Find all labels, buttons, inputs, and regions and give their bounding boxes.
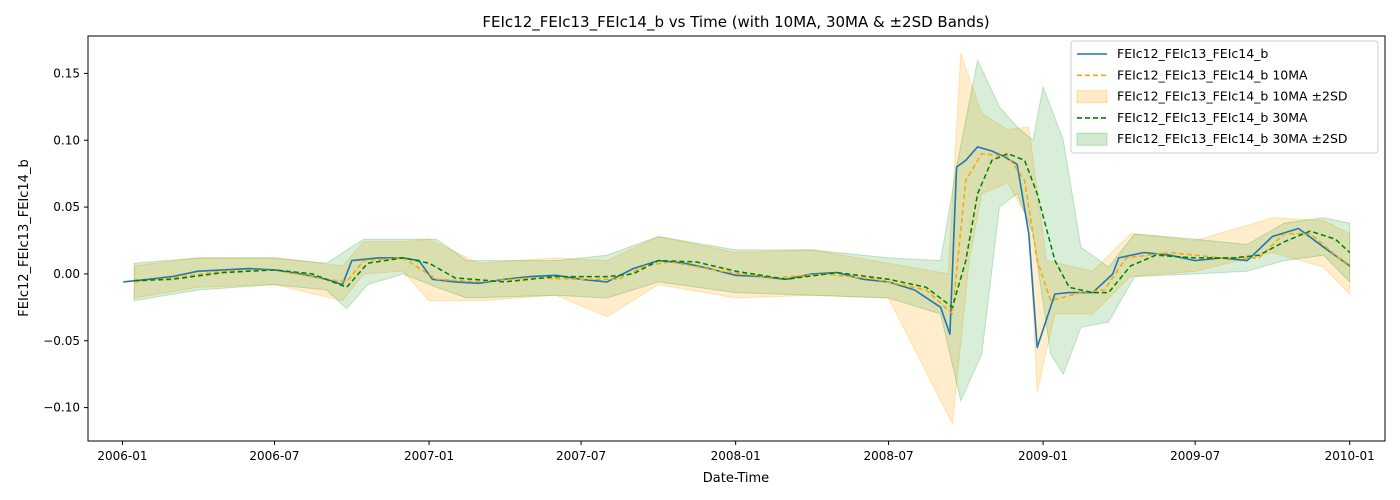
x-tick-label-6: 2009-01: [1018, 449, 1068, 463]
x-tick-label-0: 2006-01: [97, 449, 147, 463]
series-line-2: [134, 152, 1351, 309]
legend-box: [1070, 40, 1379, 154]
legend-swatch-2: [1076, 90, 1108, 104]
y-tick-label-1: −0.05: [43, 334, 80, 348]
y-tick-label-5: 0.15: [53, 66, 80, 80]
legend-label-1: FEIc12_FEIc13_FEIc14_b 10MA: [1117, 67, 1308, 82]
legend-swatch-4: [1076, 132, 1108, 146]
y-tick-label-0: −0.10: [43, 401, 80, 415]
legend: FEIc12_FEIc13_FEIc14_b FEIc12_FEIc13_FEIc…: [1070, 40, 1379, 154]
x-tick-label-1: 2006-07: [249, 449, 299, 463]
x-tick-label-7: 2009-07: [1170, 449, 1220, 463]
bands-layer: [133, 53, 1351, 426]
lines-layer: [123, 146, 1351, 349]
legend-label-3: FEIc12_FEIc13_FEIc14_b 30MA: [1117, 110, 1308, 125]
plot-frame: [87, 35, 1386, 442]
y-axis: −0.10 −0.05 0.00 0.05 0.10 0.15: [43, 66, 88, 415]
legend-label-4: FEIc12_FEIc13_FEIc14_b 30MA ±2SD: [1117, 131, 1348, 146]
y-tick-label-3: 0.05: [53, 200, 80, 214]
band-1: [133, 58, 1351, 403]
chart-title: FEIc12_FEIc13_FEIc14_b vs Time (with 10M…: [482, 13, 989, 32]
y-tick-label-4: 0.10: [53, 133, 80, 147]
y-tick-label-2: 0.00: [53, 267, 80, 281]
x-tick-label-3: 2007-07: [556, 449, 606, 463]
x-tick-label-5: 2008-07: [863, 449, 913, 463]
x-tick-label-4: 2008-01: [711, 449, 761, 463]
y-axis-label: FEIc12_FEIc13_FEIc14_b: [17, 159, 32, 316]
legend-label-2: FEIc12_FEIc13_FEIc14_b 10MA ±2SD: [1117, 89, 1348, 104]
x-tick-label-8: 2010-01: [1325, 449, 1375, 463]
x-axis-label: Date-Time: [703, 471, 769, 486]
x-axis: 2006-01 2006-07 2007-01 2007-07 2008-01 2008-…: [97, 441, 1375, 463]
x-tick-label-2: 2007-01: [404, 449, 454, 463]
series-line-1: [134, 152, 1351, 315]
band-0: [133, 53, 1351, 426]
legend-label-0: FEIc12_FEIc13_FEIc14_b: [1117, 46, 1268, 61]
